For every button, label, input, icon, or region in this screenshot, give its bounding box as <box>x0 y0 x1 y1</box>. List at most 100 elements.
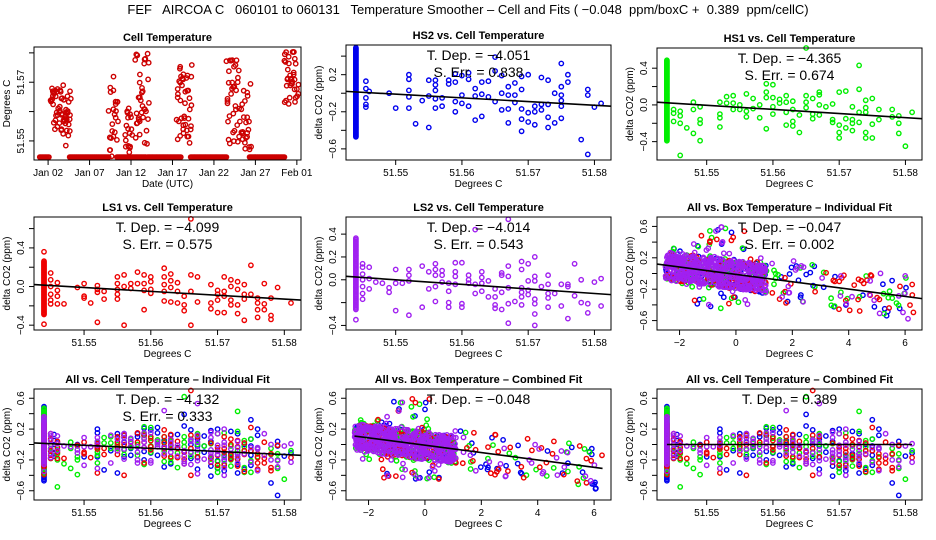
data-point <box>837 293 844 299</box>
data-point <box>588 457 595 464</box>
data-point <box>41 405 47 412</box>
data-point <box>445 81 452 87</box>
data-point <box>763 444 770 451</box>
data-point <box>783 99 790 106</box>
data-point <box>895 113 902 119</box>
data-point <box>372 423 378 430</box>
data-point <box>796 445 803 452</box>
data-point <box>902 290 908 297</box>
data-point <box>60 130 67 137</box>
x-tick-label: 51.58 <box>893 168 918 179</box>
data-point <box>492 301 498 308</box>
data-point <box>531 300 538 307</box>
data-point <box>435 461 442 468</box>
data-point <box>823 269 829 276</box>
data-point <box>701 280 708 287</box>
data-point <box>94 286 101 293</box>
data-point <box>47 454 54 461</box>
data-point <box>366 285 373 292</box>
data-point <box>902 272 909 279</box>
x-tick-label: 51.57 <box>205 338 230 349</box>
data-point <box>129 132 136 138</box>
data-point <box>139 88 146 95</box>
data-point <box>849 127 856 134</box>
data-point <box>147 449 154 456</box>
data-point <box>717 470 723 476</box>
data-point <box>862 437 869 444</box>
data-point <box>234 278 241 285</box>
data-point <box>234 470 241 476</box>
data-point <box>467 452 474 459</box>
data-point <box>187 472 194 479</box>
data-point <box>121 283 128 290</box>
y-tick-label: 0.4 <box>16 241 27 255</box>
data-point <box>876 106 882 113</box>
data-point <box>46 154 52 161</box>
data-point <box>697 456 703 463</box>
data-point <box>254 460 261 466</box>
data-point <box>789 431 796 438</box>
data-point <box>240 114 247 121</box>
data-point <box>558 448 565 454</box>
data-point <box>696 283 703 290</box>
data-point <box>842 457 849 464</box>
data-point <box>558 103 565 110</box>
data-point <box>81 462 88 469</box>
data-point <box>803 453 809 459</box>
data-point <box>247 81 254 87</box>
data-point <box>705 301 712 308</box>
data-point <box>856 86 862 93</box>
data-point <box>122 137 129 144</box>
data-point <box>478 113 485 120</box>
data-point <box>405 272 412 279</box>
data-point <box>452 428 459 434</box>
data-point <box>114 291 121 298</box>
data-point <box>836 448 843 455</box>
data-point <box>757 255 764 262</box>
tdep-annotation: T. Dep. = −0.047 <box>738 219 842 235</box>
data-point <box>909 459 915 466</box>
data-point <box>392 266 399 273</box>
data-point <box>187 271 194 278</box>
data-point <box>829 450 836 456</box>
data-point <box>829 116 836 123</box>
data-point <box>770 449 776 456</box>
data-point <box>390 398 397 405</box>
data-point <box>717 124 723 130</box>
data-point <box>531 108 538 115</box>
data-point <box>518 116 525 123</box>
data-point <box>47 276 54 283</box>
data-point <box>81 293 88 300</box>
data-point <box>756 114 763 121</box>
data-point <box>789 459 796 466</box>
data-point <box>862 135 869 141</box>
data-point <box>41 321 47 328</box>
data-point <box>486 458 493 465</box>
data-point <box>485 78 492 85</box>
data-point <box>505 320 512 327</box>
y-tick-label: 0.6 <box>639 391 650 405</box>
data-point <box>558 97 565 104</box>
data-point <box>789 106 796 113</box>
data-point <box>161 426 168 433</box>
data-point <box>395 408 402 414</box>
data-point <box>274 492 281 499</box>
data-point <box>762 286 769 293</box>
data-point <box>432 87 439 94</box>
data-point <box>110 133 117 140</box>
data-point <box>54 287 61 294</box>
y-tick-label: 0.2 <box>328 67 339 81</box>
x-tick-label: Jan 22 <box>199 168 229 179</box>
data-point <box>426 396 433 402</box>
data-point <box>816 446 823 453</box>
data-point <box>214 451 221 458</box>
data-point <box>283 97 289 104</box>
data-point <box>846 307 853 314</box>
data-point <box>763 436 770 442</box>
data-point <box>141 439 148 446</box>
data-point <box>571 292 578 299</box>
data-point <box>227 428 234 435</box>
data-point <box>182 100 188 107</box>
data-point <box>759 266 765 272</box>
data-point <box>359 260 366 267</box>
